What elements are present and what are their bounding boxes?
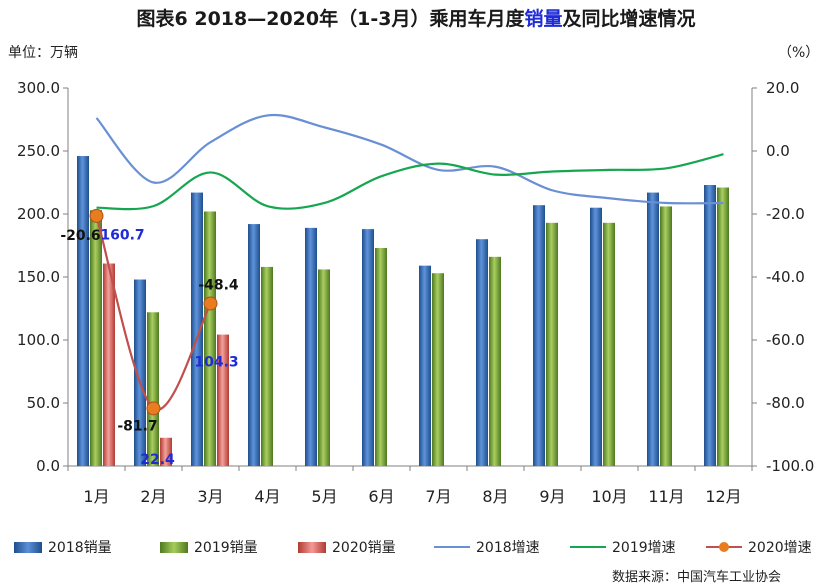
legend-marker-2020-growth — [719, 542, 729, 552]
bar-2019-sales — [204, 211, 216, 466]
marker-2020-growth — [89, 208, 104, 223]
left-tick-label: 150.0 — [17, 268, 60, 286]
data-source: 数据来源：中国汽车工业协会 — [612, 570, 782, 585]
bar-2019-sales — [375, 248, 387, 466]
right-tick-label: -60.0 — [766, 331, 805, 349]
left-tick-label: 250.0 — [17, 142, 60, 160]
label-2020-growth: -48.4 — [198, 277, 239, 293]
bar-2019-sales — [90, 210, 102, 466]
legend-item-2020-sales: 2020销量 — [298, 536, 396, 558]
bar-2019-sales — [717, 187, 729, 467]
left-tick-label: 300.0 — [17, 79, 60, 97]
bar-2019-sales — [660, 206, 672, 466]
right-tick-label: 0.0 — [766, 142, 790, 160]
x-tick-label: 12月 — [705, 487, 741, 506]
legend-item-2019-sales: 2019销量 — [160, 536, 258, 558]
legend-swatch-2018-sales — [14, 541, 42, 553]
x-tick-label: 10月 — [591, 487, 627, 506]
marker-2020-growth — [203, 296, 218, 311]
bar-2020-sales — [160, 437, 172, 466]
bar-2020-sales — [217, 334, 229, 466]
x-tick-label: 3月 — [197, 487, 223, 506]
label-2020-growth: -20.6 — [60, 228, 100, 244]
right-tick-label: 20.0 — [766, 79, 799, 97]
left-tick-label: 50.0 — [27, 394, 60, 412]
legend-swatch-2020-growth — [706, 542, 742, 552]
title-suffix: 及同比增速情况 — [562, 8, 696, 30]
bar-2018-sales — [305, 227, 317, 466]
legend: 2018销量 2019销量 2020销量 2018增速 2019增速 2020增… — [0, 536, 832, 558]
bar-2018-sales — [590, 207, 602, 466]
legend-item-2018-sales: 2018销量 — [14, 536, 112, 558]
right-tick-label: -100.0 — [766, 457, 814, 475]
left-tick-label: 0.0 — [36, 457, 60, 475]
label-2020-sales: 104.3 — [194, 355, 238, 371]
left-tick-label: 100.0 — [17, 331, 60, 349]
bar-2018-sales — [362, 229, 374, 466]
right-tick-label: -20.0 — [766, 205, 805, 223]
label-2020-sales: 160.7 — [100, 228, 144, 244]
legend-item-2020-growth: 2020增速 — [706, 536, 812, 558]
label-2020-growth: -81.7 — [117, 418, 157, 434]
bar-2019-sales — [546, 222, 558, 466]
legend-label-2020-sales: 2020销量 — [332, 540, 396, 556]
legend-swatch-2019-growth — [570, 546, 606, 548]
bar-2018-sales — [704, 185, 716, 466]
bar-2018-sales — [134, 279, 146, 466]
legend-swatch-2020-sales — [298, 541, 326, 553]
bar-2019-sales — [261, 266, 273, 466]
bar-2019-sales — [489, 256, 501, 466]
x-tick-label: 2月 — [140, 487, 166, 506]
x-tick-label: 6月 — [368, 487, 394, 506]
x-tick-label: 4月 — [254, 487, 280, 506]
right-tick-label: -80.0 — [766, 394, 805, 412]
legend-swatch-2019-sales — [160, 541, 188, 553]
legend-item-2019-growth: 2019增速 — [570, 536, 676, 558]
bar-2018-sales — [419, 265, 431, 466]
marker-2020-growth — [146, 401, 161, 416]
title-highlight: 销量 — [524, 8, 563, 30]
bar-2018-sales — [191, 192, 203, 466]
legend-item-2018-growth: 2018增速 — [434, 536, 540, 558]
line-2018-growth — [95, 113, 724, 205]
x-tick-label: 1月 — [83, 487, 109, 506]
title-prefix: 图表6 2018—2020年（1-3月）乘用车月度 — [136, 8, 525, 30]
left-tick-label: 200.0 — [17, 205, 60, 223]
legend-label-2019-sales: 2019销量 — [194, 540, 258, 556]
x-tick-label: 7月 — [425, 487, 451, 506]
bar-2018-sales — [77, 156, 89, 467]
bar-2018-sales — [533, 205, 545, 466]
line-2019-growth — [96, 153, 724, 211]
legend-swatch-2018-growth — [434, 546, 470, 548]
bar-2018-sales — [647, 192, 659, 466]
bar-2018-sales — [248, 224, 260, 466]
bar-2019-sales — [432, 273, 444, 466]
right-tick-label: -40.0 — [766, 268, 805, 286]
bar-2020-sales — [103, 263, 115, 466]
x-tick-label: 11月 — [648, 487, 684, 506]
label-2020-sales: 22.4 — [140, 452, 175, 468]
x-tick-label: 5月 — [311, 487, 337, 506]
legend-label-2018-growth: 2018增速 — [476, 540, 540, 556]
legend-label-2020-growth: 2020增速 — [748, 540, 812, 556]
x-tick-label: 8月 — [482, 487, 508, 506]
chart-title: 图表6 2018—2020年（1-3月）乘用车月度销量及同比增速情况 — [0, 4, 832, 31]
bar-2019-sales — [603, 222, 615, 466]
x-tick-label: 9月 — [539, 487, 565, 506]
legend-label-2019-growth: 2019增速 — [612, 540, 676, 556]
bar-2019-sales — [318, 269, 330, 466]
legend-label-2018-sales: 2018销量 — [48, 540, 112, 556]
left-axis-unit: 单位：万辆 — [8, 45, 78, 61]
right-axis-unit: （%） — [778, 45, 820, 61]
bar-2018-sales — [476, 239, 488, 466]
bar-2019-sales — [147, 312, 159, 466]
